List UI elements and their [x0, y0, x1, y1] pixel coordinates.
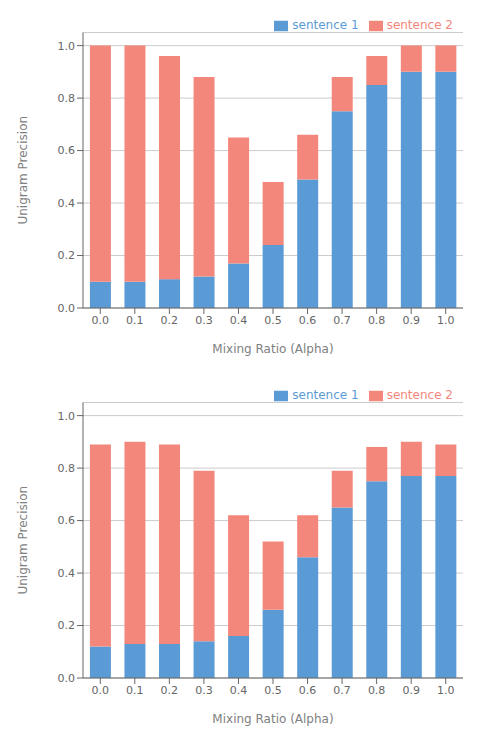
svg-text:0.8: 0.8 — [368, 314, 386, 327]
svg-text:0.9: 0.9 — [402, 314, 420, 327]
html-text:sentence 2: sentence 2 — [386, 388, 453, 402]
svg-text:1.0: 1.0 — [58, 40, 76, 53]
svg-text:0.0: 0.0 — [92, 684, 110, 697]
svg-text:0.4: 0.4 — [230, 314, 248, 327]
svg-text:0.5: 0.5 — [264, 314, 282, 327]
svg-text:0.9: 0.9 — [402, 684, 420, 697]
svg-text:1.0: 1.0 — [437, 314, 455, 327]
svg-text:0.7: 0.7 — [333, 314, 351, 327]
svg-text:0.7: 0.7 — [333, 684, 351, 697]
svg-text:0.1: 0.1 — [126, 314, 144, 327]
svg-text:0.0: 0.0 — [92, 314, 110, 327]
html-text:sentence 1: sentence 1 — [292, 388, 359, 402]
svg-text:0.4: 0.4 — [58, 567, 76, 580]
svg-text:0.0: 0.0 — [58, 672, 76, 685]
svg-text:0.0: 0.0 — [58, 302, 76, 315]
svg-text:0.8: 0.8 — [58, 462, 76, 475]
svg-text:0.8: 0.8 — [368, 684, 386, 697]
svg-text:Unigram Precision: Unigram Precision — [16, 486, 30, 595]
svg-text:0.5: 0.5 — [264, 684, 282, 697]
svg-text:0.1: 0.1 — [126, 684, 144, 697]
svg-text:Unigram Precision: Unigram Precision — [16, 116, 30, 225]
svg-text:0.3: 0.3 — [195, 314, 213, 327]
svg-text:0.6: 0.6 — [299, 314, 317, 327]
html-text:sentence 1: sentence 1 — [292, 18, 359, 32]
svg-text:0.2: 0.2 — [161, 314, 179, 327]
svg-text:0.6: 0.6 — [299, 684, 317, 697]
svg-text:0.6: 0.6 — [58, 144, 76, 157]
svg-text:0.2: 0.2 — [58, 619, 76, 632]
svg-text:Mixing Ratio (Alpha): Mixing Ratio (Alpha) — [212, 712, 333, 726]
svg-text:1.0: 1.0 — [58, 410, 76, 423]
html-text:sentence 2: sentence 2 — [386, 18, 453, 32]
svg-text:1.0: 1.0 — [437, 684, 455, 697]
svg-text:0.3: 0.3 — [195, 684, 213, 697]
svg-text:Mixing Ratio (Alpha): Mixing Ratio (Alpha) — [212, 342, 333, 356]
svg-text:0.4: 0.4 — [58, 197, 76, 210]
svg-text:0.2: 0.2 — [58, 249, 76, 262]
svg-text:0.4: 0.4 — [230, 684, 248, 697]
svg-text:0.2: 0.2 — [161, 684, 179, 697]
svg-text:0.8: 0.8 — [58, 92, 76, 105]
svg-text:0.6: 0.6 — [58, 514, 76, 527]
